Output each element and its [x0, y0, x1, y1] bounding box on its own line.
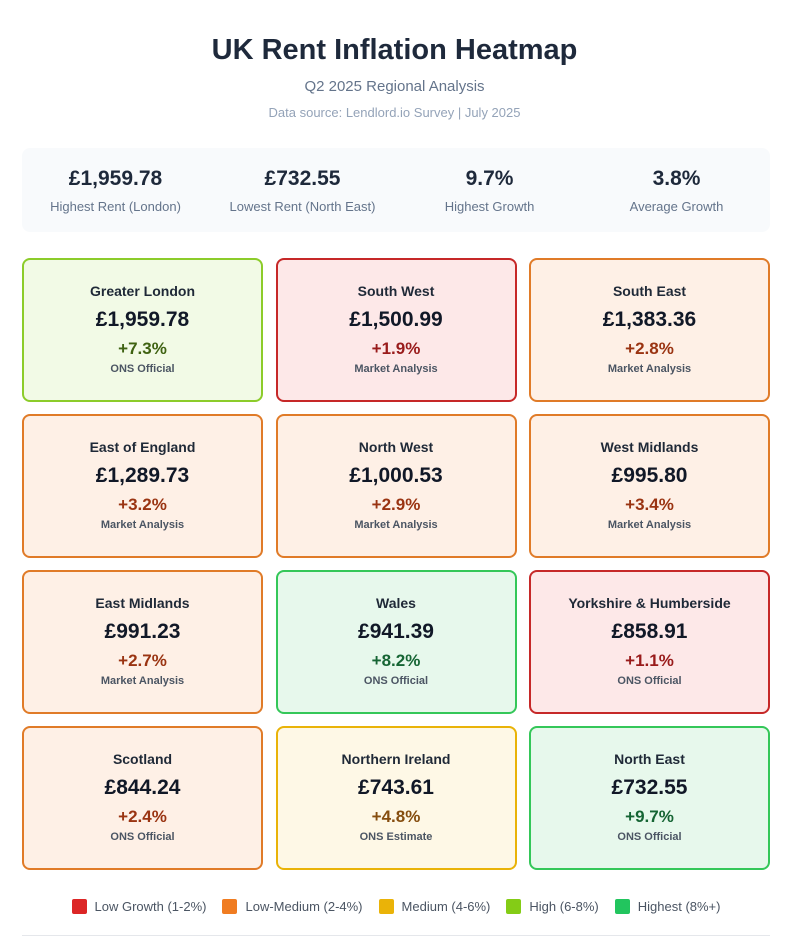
- region-source: Market Analysis: [354, 363, 438, 375]
- region-growth: +1.1%: [625, 651, 674, 670]
- region-rent: £995.80: [611, 464, 688, 487]
- region-name: South West: [357, 283, 435, 299]
- stat-average-growth: 3.8% Average Growth: [602, 165, 752, 215]
- header: UK Rent Inflation Heatmap Q2 2025 Region…: [0, 0, 789, 122]
- legend-item-low-medium: Low-Medium (2-4%): [222, 898, 363, 914]
- stat-label: Lowest Rent (North East): [229, 199, 376, 214]
- legend-swatch: [222, 898, 238, 914]
- legend-swatch: [71, 898, 87, 914]
- region-source: Market Analysis: [607, 363, 692, 375]
- region-source: ONS Official: [617, 831, 682, 843]
- region-card-south-east: South East £1,383.36 +2.8% Market Analysis: [529, 258, 770, 402]
- region-card-greater-london: Greater London £1,959.78 +7.3% ONS Official: [22, 258, 263, 402]
- legend-item-medium: Medium (4-6%): [378, 898, 491, 914]
- stat-value: 9.7%: [465, 167, 514, 190]
- region-card-south-west: South West £1,500.99 +1.9% Market Analysis: [275, 258, 517, 402]
- legend: Low Growth (1-2%) Low-Medium (2-4%) Medium…: [22, 895, 770, 917]
- region-name: Northern Ireland: [341, 751, 451, 767]
- region-card-wales: Wales £941.39 +8.2% ONS Official: [275, 570, 517, 714]
- region-rent: £1,383.36: [602, 308, 697, 331]
- region-rent: £1,000.53: [349, 464, 443, 487]
- region-name: North East: [614, 751, 685, 767]
- stat-highest-growth: 9.7% Highest Growth: [415, 165, 565, 215]
- region-growth: +9.7%: [625, 807, 674, 826]
- region-rent: £844.24: [104, 776, 181, 799]
- region-source: ONS Official: [363, 675, 429, 687]
- region-card-northern-ireland: Northern Ireland £743.61 +4.8% ONS Estimate: [275, 726, 517, 870]
- stat-highest-rent: £1,959.78 Highest Rent (London): [41, 165, 191, 215]
- region-card-east-midlands: East Midlands £991.23 +2.7% Market Analysis: [22, 570, 263, 714]
- region-source: Market Analysis: [354, 519, 438, 531]
- region-rent: £732.55: [611, 776, 688, 799]
- stat-label: Highest Growth: [444, 199, 535, 214]
- footer-divider: [22, 935, 770, 936]
- region-name: Wales: [376, 595, 416, 611]
- region-growth: +2.8%: [625, 339, 674, 358]
- region-card-east-of-england: East of England £1,289.73 +3.2% Market Anal…: [22, 414, 263, 558]
- stat-value: £1,959.78: [68, 167, 163, 190]
- legend-swatch: [378, 898, 394, 914]
- region-growth: +2.4%: [118, 807, 167, 826]
- region-name: Greater London: [89, 283, 195, 299]
- legend-label: Medium (4-6%): [401, 898, 491, 914]
- region-card-scotland: Scotland £844.24 +2.4% ONS Official: [22, 726, 263, 870]
- legend-label: Low Growth (1-2%): [94, 898, 207, 914]
- legend-item-highest: Highest (8%+): [614, 898, 721, 914]
- region-source: Market Analysis: [100, 519, 185, 531]
- region-name: East Midlands: [95, 595, 190, 611]
- region-card-north-west: North West £1,000.53 +2.9% Market Analysis: [275, 414, 517, 558]
- legend-swatch: [614, 898, 630, 914]
- region-growth: +4.8%: [371, 807, 421, 826]
- legend-swatch: [506, 898, 522, 914]
- region-card-yorkshire-and-humberside: Yorkshire & Humberside £858.91 +1.1% ONS Of…: [529, 570, 770, 714]
- legend-item-low: Low Growth (1-2%): [71, 898, 207, 914]
- region-name: West Midlands: [600, 439, 699, 455]
- summary-stats: £1,959.78 Highest Rent (London) £732.55 …: [22, 148, 770, 232]
- data-source: Data source: Lendlord.io Survey | July 2…: [268, 105, 521, 120]
- legend-label: Low-Medium (2-4%): [245, 898, 363, 914]
- region-name: East of England: [89, 439, 196, 455]
- legend-label: Highest (8%+): [637, 898, 721, 914]
- region-rent: £743.61: [358, 776, 434, 799]
- stat-lowest-rent: £732.55 Lowest Rent (North East): [228, 165, 378, 215]
- region-name: Scotland: [112, 751, 173, 767]
- region-growth: +2.9%: [371, 495, 421, 514]
- legend-item-high: High (6-8%): [506, 898, 599, 914]
- region-card-west-midlands: West Midlands £995.80 +3.4% Market Analysis: [529, 414, 770, 558]
- page-subtitle: Q2 2025 Regional Analysis: [304, 78, 485, 95]
- page-title: UK Rent Inflation Heatmap: [211, 34, 578, 66]
- stat-label: Highest Rent (London): [50, 199, 181, 214]
- region-source: ONS Official: [617, 675, 682, 687]
- region-rent: £858.91: [611, 620, 688, 643]
- region-rent: £1,500.99: [349, 308, 443, 331]
- region-growth: +2.7%: [118, 651, 167, 670]
- region-source: ONS Estimate: [359, 831, 433, 843]
- region-rent: £1,959.78: [95, 308, 190, 331]
- region-rent: £1,289.73: [95, 464, 190, 487]
- legend-label: High (6-8%): [529, 898, 599, 914]
- region-growth: +1.9%: [371, 339, 421, 358]
- region-source: ONS Official: [110, 363, 175, 375]
- region-source: Market Analysis: [100, 675, 185, 687]
- heatmap-grid: Greater London £1,959.78 +7.3% ONS Official…: [22, 258, 770, 870]
- region-card-north-east: North East £732.55 +9.7% ONS Official: [529, 726, 770, 870]
- region-growth: +3.2%: [118, 495, 167, 514]
- region-name: North West: [358, 439, 434, 455]
- region-rent: £941.39: [358, 620, 434, 643]
- stat-value: 3.8%: [652, 167, 701, 190]
- stat-label: Average Growth: [629, 199, 724, 214]
- region-source: Market Analysis: [607, 519, 692, 531]
- region-growth: +3.4%: [625, 495, 674, 514]
- region-name: Yorkshire & Humberside: [568, 595, 731, 611]
- region-name: South East: [612, 283, 687, 299]
- region-source: ONS Official: [110, 831, 175, 843]
- region-growth: +7.3%: [118, 339, 167, 358]
- region-growth: +8.2%: [371, 651, 421, 670]
- region-rent: £991.23: [104, 620, 181, 643]
- stat-value: £732.55: [264, 167, 341, 190]
